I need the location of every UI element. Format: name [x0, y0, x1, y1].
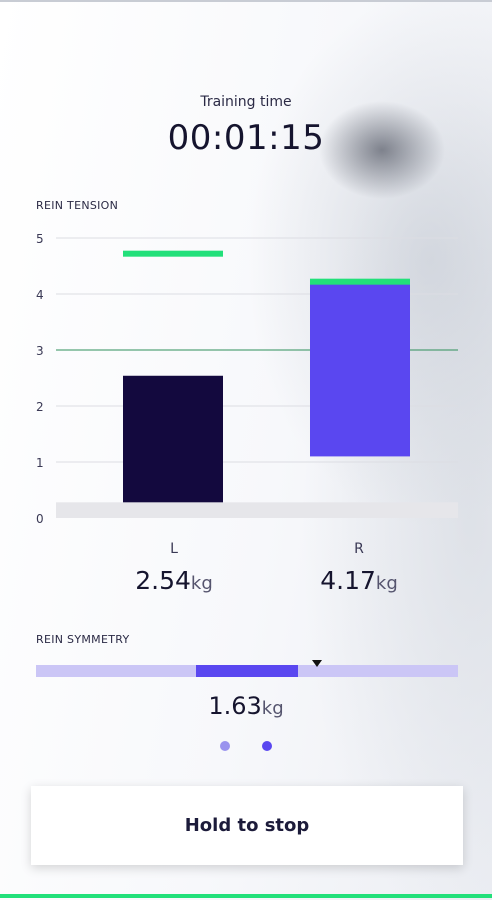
- peak-marker-r: [310, 278, 410, 285]
- right-rein-value: 4.17kg: [279, 566, 439, 595]
- symmetry-marker-icon: [311, 660, 322, 667]
- y-tick-label-0: 0: [36, 512, 44, 526]
- rein-symmetry-title: REIN SYMMETRY: [36, 633, 130, 646]
- left-rein-unit: kg: [190, 573, 213, 594]
- left-rein-label: L: [170, 541, 178, 557]
- left-rein-value: 2.54kg: [94, 566, 254, 595]
- symmetry-value: 1.63kg: [0, 692, 492, 720]
- right-rein-unit: kg: [375, 573, 398, 594]
- rein-tension-chart: 0 1 2 3 4 5: [36, 232, 458, 526]
- baseline-band: [56, 502, 458, 518]
- training-time-label: Training time: [200, 94, 292, 110]
- y-tick-label-3: 3: [36, 344, 44, 358]
- hold-to-stop-button[interactable]: Hold to stop: [31, 786, 463, 865]
- bar-l: [123, 375, 223, 503]
- left-rein-number: 2.54: [135, 566, 191, 595]
- bar-r: [310, 284, 410, 457]
- y-tick-label-2: 2: [36, 400, 44, 414]
- symmetry-track: [36, 665, 458, 677]
- page-dot-2[interactable]: [262, 741, 272, 751]
- page-dot-1[interactable]: [220, 741, 230, 751]
- rein-tension-title: REIN TENSION: [36, 199, 119, 212]
- y-tick-label-5: 5: [36, 232, 44, 246]
- top-border: [0, 0, 492, 2]
- symmetry-fill: [196, 665, 298, 677]
- y-tick-label-4: 4: [36, 288, 44, 302]
- peak-marker-l: [123, 250, 223, 257]
- symmetry-number: 1.63: [208, 692, 262, 720]
- progress-bottom-line: [0, 894, 492, 898]
- training-time-value: 00:01:15: [167, 118, 325, 158]
- right-rein-label: R: [354, 541, 364, 557]
- y-tick-label-1: 1: [36, 456, 44, 470]
- symmetry-unit: kg: [261, 698, 284, 719]
- right-rein-number: 4.17: [320, 566, 376, 595]
- page-indicator: [0, 736, 492, 755]
